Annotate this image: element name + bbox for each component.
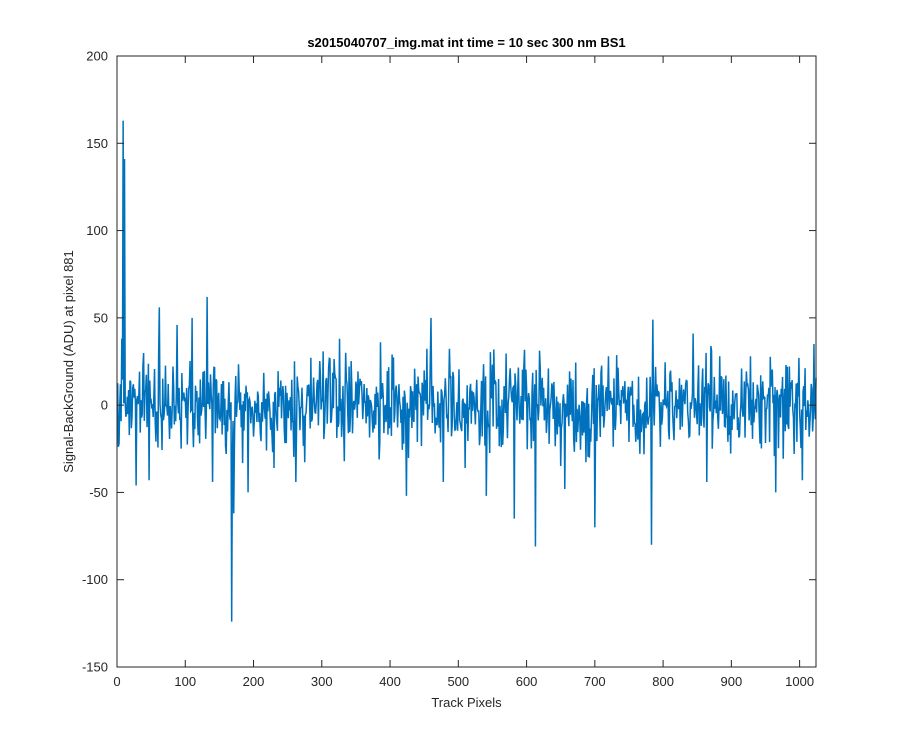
x-tick-label: 200	[243, 674, 265, 689]
x-tick-label: 400	[379, 674, 401, 689]
y-tick-label: 100	[86, 223, 108, 238]
x-tick-label: 700	[584, 674, 606, 689]
series-layer	[116, 120, 817, 622]
x-tick-label: 900	[721, 674, 743, 689]
x-tick-label: 0	[113, 674, 120, 689]
x-tick-label: 100	[174, 674, 196, 689]
x-tick-label: 600	[516, 674, 538, 689]
y-tick-label: 0	[101, 398, 108, 413]
y-tick-label: -50	[89, 485, 108, 500]
x-tick-label: 1000	[785, 674, 814, 689]
y-tick-label: -100	[82, 572, 108, 587]
axes-background	[117, 56, 816, 667]
x-tick-label: 500	[447, 674, 469, 689]
y-tick-label: -150	[82, 660, 108, 675]
x-axis-label: Track Pixels	[431, 695, 502, 710]
y-tick-label: 200	[86, 49, 108, 64]
y-axis-label: Signal-BackGround (ADU) at pixel 881	[61, 250, 76, 473]
axes-box	[116, 55, 817, 668]
x-tick-label: 800	[652, 674, 674, 689]
x-tick-label: 300	[311, 674, 333, 689]
ticks-layer: 0 100 200 300 400 500 600 700 800 900 1000-150-100…	[82, 49, 816, 689]
y-tick-label: 50	[94, 310, 108, 325]
chart-title: s2015040707_img.mat int time = 10 sec 30…	[307, 35, 625, 50]
y-tick-label: 150	[86, 136, 108, 151]
series-line	[116, 120, 817, 622]
